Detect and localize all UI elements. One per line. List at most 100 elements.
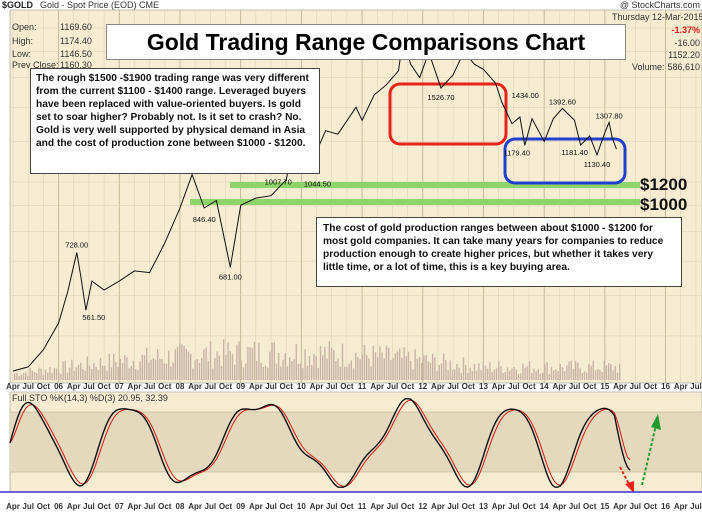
- volume-bar: [64, 360, 66, 380]
- volume-bar: [102, 365, 104, 380]
- x-tick-label-stoch: Oct: [401, 502, 415, 511]
- volume-bar: [328, 341, 330, 380]
- prev-label: Prev Close:: [12, 60, 59, 70]
- volume-bar: [302, 368, 304, 380]
- volume-bar: [423, 355, 425, 380]
- x-tick-label-stoch: Oct: [340, 502, 354, 511]
- volume-bar: [247, 346, 249, 380]
- volume-bar: [194, 360, 196, 380]
- volume-bar: [187, 351, 190, 380]
- volume-bar: [205, 347, 207, 380]
- volume-bar: [14, 373, 16, 380]
- volume-bar: [223, 339, 225, 380]
- volume-bar: [616, 372, 619, 380]
- volume-bar: [449, 360, 451, 380]
- price-label: 1130.40: [584, 160, 611, 169]
- volume-bar: [115, 362, 117, 380]
- volume-bar: [141, 354, 143, 380]
- volume-bar: [31, 370, 33, 380]
- stochastic-k-line: [9, 398, 631, 488]
- volume-bar: [484, 365, 487, 380]
- volume-bar: [368, 358, 370, 380]
- volume-bar: [592, 360, 594, 380]
- volume-bar: [82, 368, 84, 380]
- x-tick-label-stoch: 15: [600, 502, 609, 511]
- volume-bar: [476, 370, 478, 380]
- x-tick-label: 06: [54, 382, 63, 391]
- volume-bar: [22, 372, 25, 380]
- stochastic-band: [10, 412, 702, 472]
- x-tick-label: Oct: [280, 382, 294, 391]
- volume-bar: [137, 369, 139, 380]
- prev-value: 1160.30: [60, 60, 92, 70]
- volume-bar: [293, 359, 295, 380]
- x-tick-label: Jul: [629, 382, 641, 391]
- x-tick-label: Apr: [249, 382, 263, 391]
- volume-bar: [93, 363, 95, 380]
- volume-bar: [271, 342, 273, 380]
- volume-bar: [355, 352, 357, 380]
- volume-bar: [284, 353, 286, 380]
- volume-bar: [570, 360, 572, 380]
- x-tick-label: Oct: [522, 382, 536, 391]
- volume-bar: [381, 352, 383, 380]
- volume-bar: [339, 366, 341, 380]
- x-tick-label-stoch: 08: [176, 502, 185, 511]
- volume-bar: [561, 367, 564, 380]
- x-tick-label-stoch: Apr: [6, 502, 20, 511]
- x-tick-label: Jul: [326, 382, 338, 391]
- volume-bar: [163, 363, 165, 380]
- x-tick-label-stoch: Oct: [37, 502, 51, 511]
- volume-bar: [509, 370, 511, 380]
- volume-bar: [412, 369, 414, 380]
- x-tick-label-stoch: Apr: [613, 502, 627, 511]
- old-range-box: [388, 82, 508, 146]
- volume-bar: [291, 361, 293, 380]
- volume-bar: [27, 375, 29, 380]
- volume-bar: [458, 367, 460, 380]
- volume-bar: [388, 347, 390, 380]
- x-tick-label-stoch: Jul: [447, 502, 459, 511]
- volume-bar: [506, 367, 509, 380]
- volume-bar: [73, 371, 75, 380]
- volume-bar: [117, 366, 119, 380]
- volume-bar: [260, 362, 262, 380]
- x-tick-label-stoch: Jul: [265, 502, 277, 511]
- volume-bar: [597, 369, 599, 380]
- volume-bar: [40, 368, 42, 380]
- volume-bar: [154, 359, 157, 380]
- volume-bar: [374, 352, 377, 380]
- x-tick-label-stoch: 07: [115, 502, 124, 511]
- volume-bar: [53, 367, 55, 380]
- x-tick-label: Jul: [569, 382, 581, 391]
- volume-bar: [278, 352, 280, 380]
- volume-bar: [267, 367, 269, 380]
- volume-bar: [401, 357, 403, 380]
- x-tick-label-stoch: Apr: [310, 502, 324, 511]
- volume-bar: [515, 369, 517, 380]
- volume-bar: [429, 362, 432, 380]
- volume-bar: [44, 369, 47, 380]
- x-tick-label-stoch: Oct: [158, 502, 172, 511]
- volume-bar: [520, 373, 522, 380]
- price-label: 1392.60: [549, 97, 576, 106]
- volume-bar: [157, 349, 159, 380]
- volume-bar: [80, 362, 82, 380]
- volume-bar: [60, 373, 62, 380]
- volume-bar: [231, 354, 234, 380]
- volume-bar: [445, 360, 447, 380]
- x-tick-label-stoch: Oct: [644, 502, 658, 511]
- price-label: 1044.50: [304, 179, 331, 188]
- volume-bar: [106, 370, 108, 380]
- volume-bar: [583, 371, 586, 380]
- volume-bar: [225, 354, 227, 380]
- volume-bar: [577, 362, 579, 380]
- volume-bar: [416, 358, 418, 380]
- last-value: 1152.20: [668, 50, 700, 60]
- open-value: 1169.60: [60, 22, 92, 32]
- x-tick-label-stoch: 06: [54, 502, 63, 511]
- volume-bar: [548, 373, 550, 380]
- volume-bar: [359, 358, 361, 380]
- arrow-up-head: [651, 414, 661, 430]
- volume-bar: [524, 367, 526, 380]
